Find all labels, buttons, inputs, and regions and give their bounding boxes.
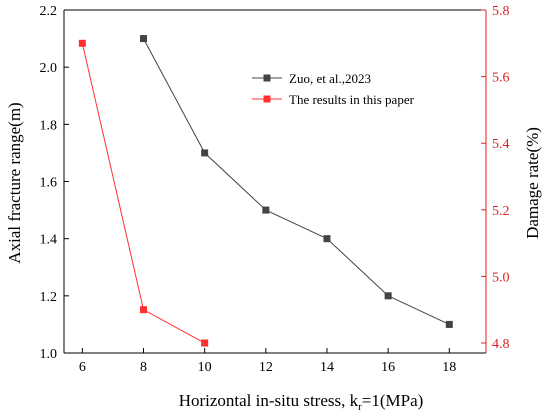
y-right-tick-label: 5.0 [492,270,510,285]
plot-frame [63,9,487,354]
legend-swatch-marker [263,74,271,82]
y-right-ticks: 4.8 5.0 5.2 5.4 5.6 5.8 [481,4,510,352]
x-tick-label: 8 [140,360,147,375]
data-point [78,39,86,47]
legend-swatch-marker [263,95,271,103]
data-point [262,206,270,214]
x-ticks: 6 8 10 12 14 16 18 [79,348,456,375]
legend: Zuo, et al.,2023 The results in this pape… [252,71,415,107]
y-left-tick-label: 2.0 [40,61,58,76]
y-left-tick-label: 1.6 [40,176,58,191]
data-point [140,306,148,314]
y-right-tick-label: 5.8 [492,4,510,19]
x-tick-label: 6 [79,360,86,375]
y-left-tick-label: 2.2 [40,4,58,19]
y-right-tick-label: 5.4 [492,137,510,152]
data-point [323,235,331,243]
legend-label: Zuo, et al.,2023 [289,71,371,86]
series-line [81,43,205,344]
x-axis-title: Horizontal in-situ stress, kr=1(MPa) [179,391,424,413]
legend-item: The results in this paper [252,92,415,107]
data-point [140,35,148,43]
series-2 [78,39,209,347]
series-layer [78,35,453,347]
series-1 [140,35,453,328]
x-tick-label: 14 [320,360,334,375]
y-right-axis-title: Damage rate(%) [523,127,542,239]
data-point [384,292,392,300]
y-right-tick-label: 4.8 [492,337,510,352]
x-tick-label: 16 [381,360,395,375]
y-right-tick-label: 5.6 [492,71,510,86]
y-left-axis-title: Axial fracture range(m) [5,102,24,263]
y-left-tick-label: 1.2 [40,290,58,305]
data-point [201,339,209,347]
series-line [143,38,450,325]
data-point [201,149,209,157]
y-left-ticks: 1.0 1.2 1.4 1.6 1.8 2.0 2.2 [40,4,69,362]
x-tick-label: 18 [442,360,456,375]
y-left-tick-label: 1.8 [40,118,58,133]
y-left-tick-label: 1.0 [40,347,58,362]
x-tick-label: 12 [259,360,273,375]
y-left-tick-label: 1.4 [40,233,58,248]
y-right-tick-label: 5.2 [492,204,510,219]
x-tick-label: 10 [198,360,212,375]
legend-label: The results in this paper [289,92,415,107]
legend-item: Zuo, et al.,2023 [252,71,371,86]
data-point [445,320,453,328]
